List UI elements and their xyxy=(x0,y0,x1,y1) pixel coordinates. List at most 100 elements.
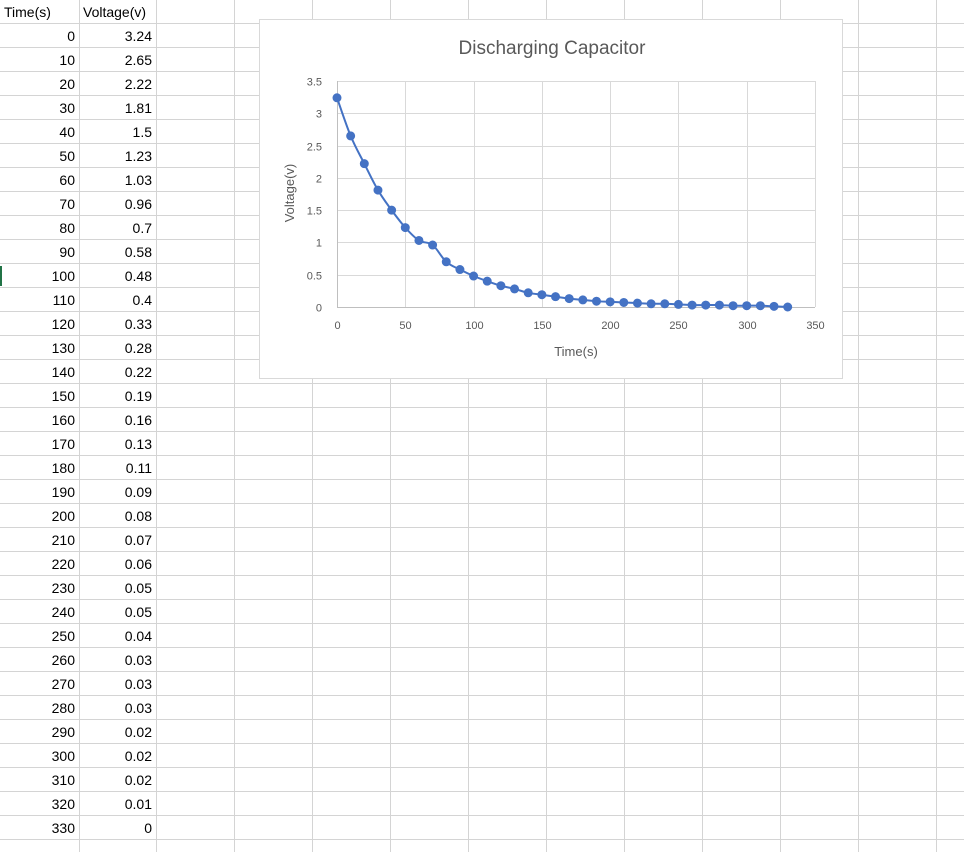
data-point[interactable] xyxy=(346,131,356,141)
voltage-cell[interactable]: 0.02 xyxy=(124,772,152,788)
data-point[interactable] xyxy=(605,297,615,307)
data-point[interactable] xyxy=(359,159,369,169)
voltage-cell[interactable]: 0.03 xyxy=(124,652,152,668)
header-cell-time[interactable]: Time(s) xyxy=(4,4,51,20)
time-cell[interactable]: 310 xyxy=(51,772,75,788)
time-cell[interactable]: 110 xyxy=(52,292,75,308)
voltage-cell[interactable]: 0.28 xyxy=(124,340,152,356)
time-cell[interactable]: 190 xyxy=(51,484,75,500)
time-cell[interactable]: 0 xyxy=(67,28,75,44)
time-cell[interactable]: 70 xyxy=(59,196,75,212)
time-cell[interactable]: 60 xyxy=(59,172,75,188)
time-cell[interactable]: 280 xyxy=(51,700,75,716)
data-point[interactable] xyxy=(400,223,410,233)
data-point[interactable] xyxy=(537,290,547,300)
time-cell[interactable]: 260 xyxy=(51,652,75,668)
time-cell[interactable]: 80 xyxy=(59,220,75,236)
chart-object[interactable]: Discharging Capacitor Time(s) Voltage(v)… xyxy=(259,19,843,379)
time-cell[interactable]: 210 xyxy=(51,532,75,548)
voltage-cell[interactable]: 0.09 xyxy=(124,484,152,500)
time-cell[interactable]: 150 xyxy=(51,388,75,404)
data-point[interactable] xyxy=(755,301,765,311)
voltage-cell[interactable]: 0.03 xyxy=(124,700,152,716)
time-cell[interactable]: 40 xyxy=(59,124,75,140)
time-cell[interactable]: 10 xyxy=(59,52,75,68)
voltage-cell[interactable]: 1.5 xyxy=(132,124,152,140)
data-point[interactable] xyxy=(332,93,342,103)
voltage-cell[interactable]: 0.4 xyxy=(132,292,152,308)
time-cell[interactable]: 200 xyxy=(51,508,75,524)
data-point[interactable] xyxy=(632,298,642,308)
voltage-cell[interactable]: 0.05 xyxy=(124,604,152,620)
voltage-cell[interactable]: 0.11 xyxy=(125,460,152,476)
data-point[interactable] xyxy=(714,300,724,310)
data-point[interactable] xyxy=(673,299,683,309)
data-point[interactable] xyxy=(414,235,424,245)
data-point[interactable] xyxy=(783,302,793,312)
voltage-cell[interactable]: 1.23 xyxy=(124,148,152,164)
time-cell[interactable]: 240 xyxy=(51,604,75,620)
data-point[interactable] xyxy=(769,301,779,311)
time-cell[interactable]: 250 xyxy=(51,628,75,644)
voltage-cell[interactable]: 0.48 xyxy=(124,268,152,284)
data-point[interactable] xyxy=(687,300,697,310)
voltage-cell[interactable]: 0.01 xyxy=(124,796,152,812)
voltage-cell[interactable]: 0.19 xyxy=(124,388,152,404)
data-point[interactable] xyxy=(742,301,752,311)
data-point[interactable] xyxy=(523,288,533,298)
voltage-cell[interactable]: 0.06 xyxy=(124,556,152,572)
voltage-cell[interactable]: 0.02 xyxy=(124,748,152,764)
time-cell[interactable]: 120 xyxy=(51,316,75,332)
data-point[interactable] xyxy=(701,300,711,310)
voltage-cell[interactable]: 0.03 xyxy=(124,676,152,692)
data-point[interactable] xyxy=(728,301,738,311)
data-point[interactable] xyxy=(578,295,588,305)
voltage-cell[interactable]: 0.08 xyxy=(124,508,152,524)
data-point[interactable] xyxy=(373,185,383,195)
data-point[interactable] xyxy=(591,296,601,306)
time-cell[interactable]: 30 xyxy=(59,100,75,116)
voltage-cell[interactable]: 0.04 xyxy=(124,628,152,644)
time-cell[interactable]: 100 xyxy=(51,268,75,284)
time-cell[interactable]: 90 xyxy=(59,244,75,260)
time-cell[interactable]: 290 xyxy=(51,724,75,740)
voltage-cell[interactable]: 1.03 xyxy=(124,172,152,188)
time-cell[interactable]: 20 xyxy=(59,76,75,92)
time-cell[interactable]: 180 xyxy=(51,460,75,476)
time-cell[interactable]: 130 xyxy=(51,340,75,356)
time-cell[interactable]: 300 xyxy=(51,748,75,764)
voltage-cell[interactable]: 0.7 xyxy=(132,220,152,236)
series-line[interactable] xyxy=(336,97,788,308)
time-cell[interactable]: 50 xyxy=(59,148,75,164)
time-cell[interactable]: 160 xyxy=(51,412,75,428)
voltage-cell[interactable]: 0.02 xyxy=(124,724,152,740)
voltage-cell[interactable]: 3.24 xyxy=(124,28,152,44)
time-cell[interactable]: 330 xyxy=(51,820,75,836)
voltage-cell[interactable]: 1.81 xyxy=(124,100,152,116)
data-point[interactable] xyxy=(428,240,438,250)
data-point[interactable] xyxy=(619,297,629,307)
data-point[interactable] xyxy=(646,299,656,309)
data-point[interactable] xyxy=(441,257,451,267)
data-point[interactable] xyxy=(482,276,492,286)
voltage-cell[interactable]: 0.05 xyxy=(124,580,152,596)
time-cell[interactable]: 220 xyxy=(51,556,75,572)
voltage-cell[interactable]: 0.58 xyxy=(124,244,152,260)
data-point[interactable] xyxy=(496,281,506,291)
voltage-cell[interactable]: 0.13 xyxy=(124,436,152,452)
time-cell[interactable]: 140 xyxy=(51,364,75,380)
voltage-cell[interactable]: 0.33 xyxy=(124,316,152,332)
header-cell-voltage[interactable]: Voltage(v) xyxy=(83,4,147,20)
data-point[interactable] xyxy=(510,284,520,294)
voltage-cell[interactable]: 0.96 xyxy=(124,196,152,212)
time-cell[interactable]: 170 xyxy=(51,436,75,452)
data-point[interactable] xyxy=(455,265,465,275)
data-point[interactable] xyxy=(660,299,670,309)
time-cell[interactable]: 230 xyxy=(51,580,75,596)
voltage-cell[interactable]: 2.22 xyxy=(124,76,152,92)
time-cell[interactable]: 270 xyxy=(51,676,75,692)
voltage-cell[interactable]: 2.65 xyxy=(124,52,152,68)
data-point[interactable] xyxy=(564,294,574,304)
voltage-cell[interactable]: 0.22 xyxy=(124,364,152,380)
voltage-cell[interactable]: 0 xyxy=(144,820,152,836)
